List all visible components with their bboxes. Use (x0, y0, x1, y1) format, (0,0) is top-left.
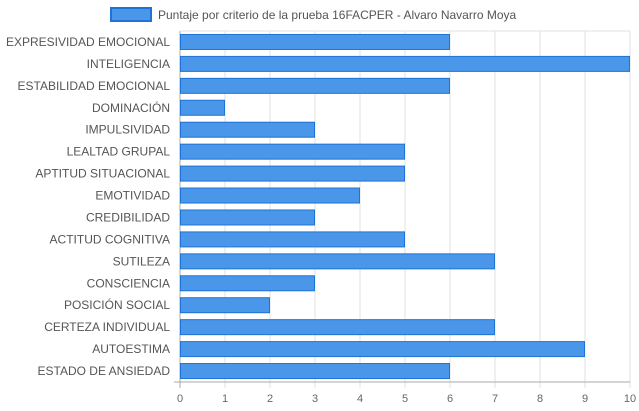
bar[interactable] (180, 143, 405, 160)
x-tick-label: 4 (357, 393, 363, 405)
category-label: DOMINACIÓN (92, 100, 170, 115)
bar[interactable] (180, 209, 315, 226)
bars (180, 33, 630, 380)
category-label: EMOTIVIDAD (95, 189, 170, 203)
category-label: LEALTAD GRUPAL (67, 145, 171, 159)
x-tick-label: 3 (312, 393, 318, 405)
bar[interactable] (180, 121, 315, 138)
bar[interactable] (180, 33, 450, 50)
x-tick-label: 8 (537, 393, 543, 405)
category-label: ESTABILIDAD EMOCIONAL (18, 79, 171, 93)
legend[interactable]: Puntaje por criterio de la prueba 16FACP… (110, 7, 516, 22)
bar[interactable] (180, 253, 495, 270)
category-label: EXPRESIVIDAD EMOCIONAL (6, 35, 170, 49)
x-tick-labels: 0 1 2 3 4 5 6 7 8 9 10 (177, 393, 636, 405)
bar[interactable] (180, 99, 225, 116)
category-label: ACTITUD COGNITIVA (50, 232, 170, 246)
category-label: POSICIÓN SOCIAL (64, 297, 170, 312)
bar[interactable] (180, 231, 405, 248)
x-tick-label: 10 (624, 393, 636, 405)
category-label: CONSCIENCIA (87, 276, 170, 290)
category-label: ESTADO DE ANSIEDAD (38, 364, 171, 378)
category-label: IMPULSIVIDAD (85, 123, 170, 137)
bar[interactable] (180, 297, 270, 314)
legend-label: Puntaje por criterio de la prueba 16FACP… (158, 8, 516, 22)
category-label: APTITUD SITUACIONAL (35, 167, 170, 181)
bar[interactable] (180, 363, 450, 380)
x-tick-label: 5 (402, 393, 408, 405)
category-label: CERTEZA INDIVIDUAL (44, 320, 170, 334)
x-tick-label: 6 (447, 393, 453, 405)
x-tick-label: 7 (492, 393, 498, 405)
x-tick-label: 2 (267, 393, 273, 405)
bar[interactable] (180, 187, 360, 204)
category-labels: EXPRESIVIDAD EMOCIONAL INTELIGENCIA ESTABI… (6, 35, 170, 378)
bar[interactable] (180, 55, 630, 72)
bar[interactable] (180, 77, 450, 94)
category-label: SUTILEZA (113, 254, 170, 268)
x-tick-label: 1 (222, 393, 228, 405)
bar[interactable] (180, 275, 315, 292)
x-tick-label: 9 (582, 393, 588, 405)
category-label: AUTOESTIMA (92, 342, 170, 356)
bar[interactable] (180, 319, 495, 336)
bar[interactable] (180, 165, 405, 182)
bar[interactable] (180, 341, 585, 358)
category-label: INTELIGENCIA (87, 57, 170, 71)
legend-swatch (110, 7, 152, 22)
x-tick-label: 0 (177, 393, 183, 405)
category-label: CREDIBILIDAD (86, 210, 170, 224)
